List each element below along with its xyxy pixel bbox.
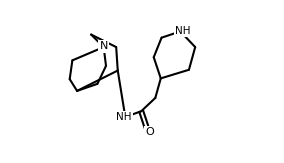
Text: N: N (99, 41, 108, 51)
Text: NH: NH (116, 112, 132, 122)
Text: O: O (145, 127, 154, 137)
Text: NH: NH (175, 26, 191, 36)
